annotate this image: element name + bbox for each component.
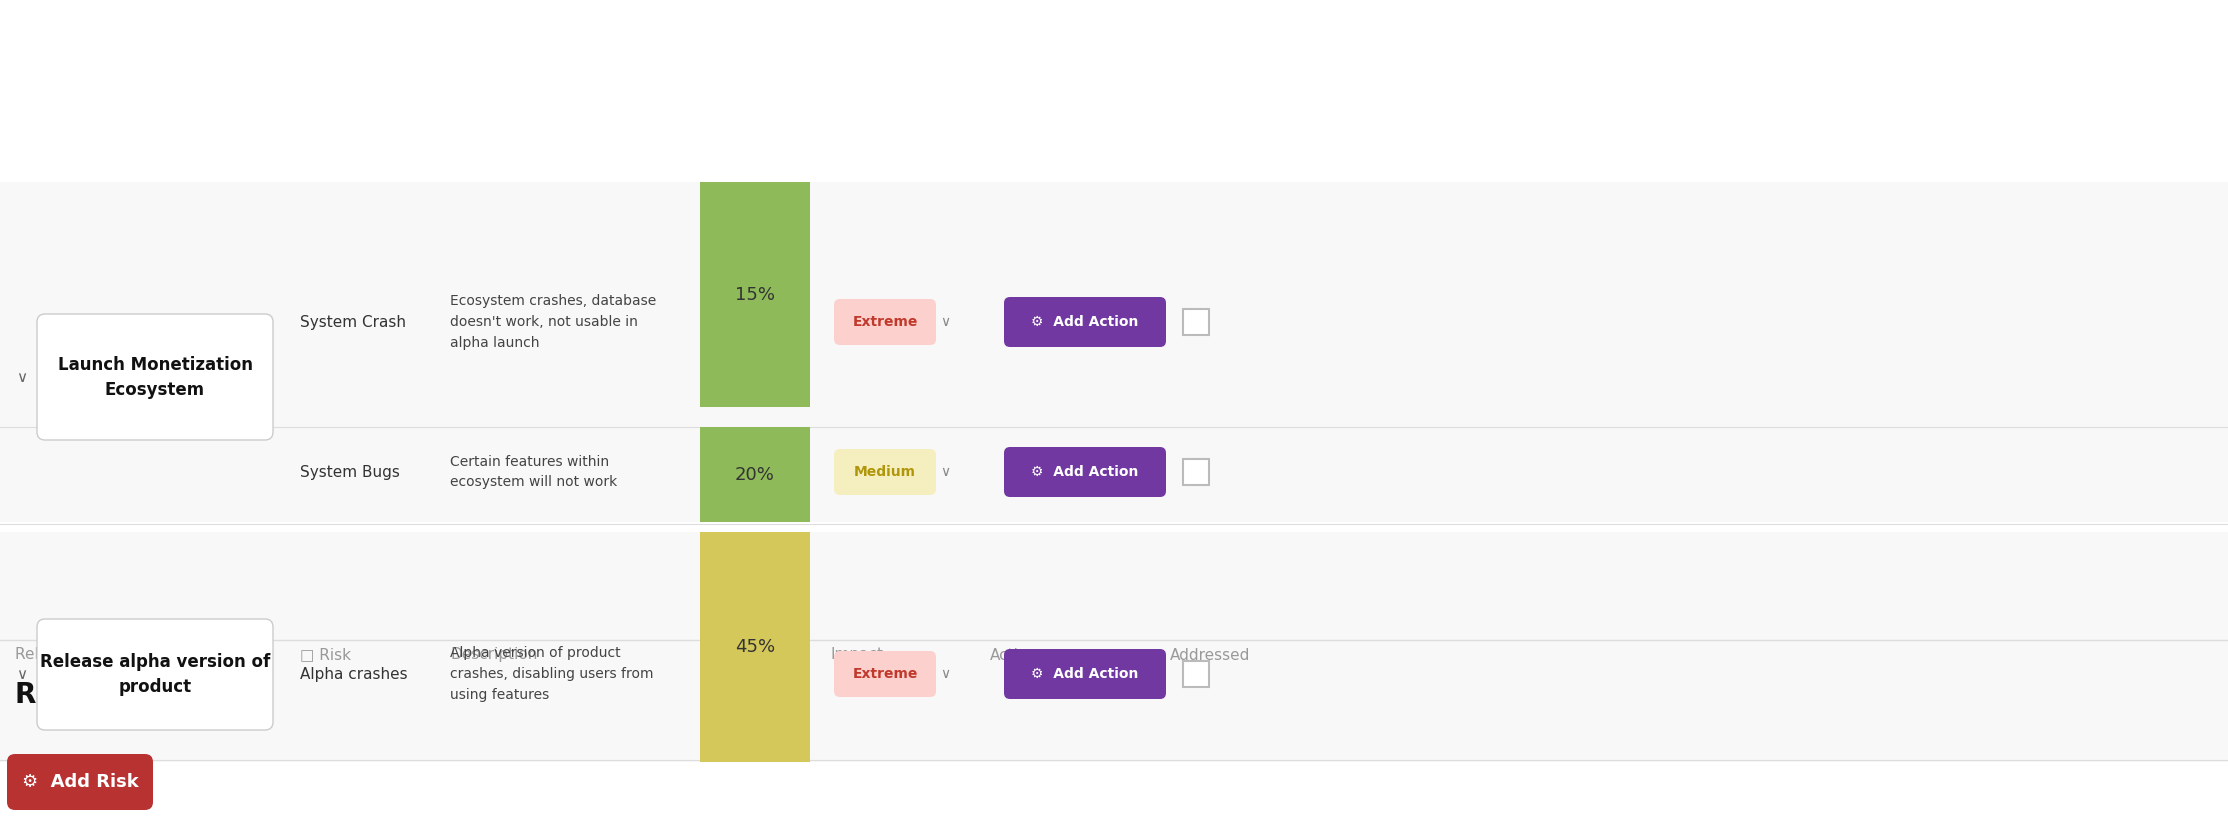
FancyBboxPatch shape — [1183, 459, 1210, 485]
Text: Addressed: Addressed — [1170, 648, 1250, 663]
Text: Alpha version of product
crashes, disabling users from
using features: Alpha version of product crashes, disabl… — [450, 646, 653, 702]
Text: Medium: Medium — [853, 465, 916, 479]
Text: ⚙  Add Risk: ⚙ Add Risk — [22, 773, 138, 791]
Bar — [0, 532, 2228, 762]
Text: Ecosystem crashes, database
doesn't work, not usable in
alpha launch: Ecosystem crashes, database doesn't work… — [450, 294, 657, 349]
Text: ∨: ∨ — [940, 465, 949, 479]
Text: System Bugs: System Bugs — [301, 464, 399, 479]
Text: ⚙  Add Action: ⚙ Add Action — [1032, 315, 1139, 329]
Text: Probability: Probability — [720, 648, 802, 663]
FancyBboxPatch shape — [1183, 661, 1210, 687]
Text: Release alpha version of
product: Release alpha version of product — [40, 653, 270, 696]
Text: 15%: 15% — [735, 285, 775, 303]
Text: ⚙  Add Action: ⚙ Add Action — [1032, 667, 1139, 681]
Text: 45%: 45% — [735, 638, 775, 656]
FancyBboxPatch shape — [833, 449, 936, 495]
FancyBboxPatch shape — [833, 651, 936, 697]
Text: ∨: ∨ — [16, 667, 27, 681]
Text: System Crash: System Crash — [301, 315, 405, 330]
Bar — [700, 427, 811, 522]
FancyBboxPatch shape — [1005, 447, 1165, 497]
FancyBboxPatch shape — [1005, 297, 1165, 347]
Text: Extreme: Extreme — [853, 315, 918, 329]
Text: ∨: ∨ — [16, 370, 27, 385]
Bar — [700, 182, 811, 407]
Text: 20%: 20% — [735, 465, 775, 483]
Text: Extreme: Extreme — [853, 667, 918, 681]
Bar — [0, 182, 2228, 522]
Text: Alpha crashes: Alpha crashes — [301, 667, 408, 681]
Text: ⚙  Add Action: ⚙ Add Action — [1032, 465, 1139, 479]
FancyBboxPatch shape — [833, 299, 936, 345]
Text: Action: Action — [989, 648, 1038, 663]
FancyBboxPatch shape — [38, 314, 274, 440]
FancyBboxPatch shape — [1183, 309, 1210, 335]
Text: □ Risk: □ Risk — [301, 648, 352, 663]
Text: Launch Monetization
Ecosystem: Launch Monetization Ecosystem — [58, 355, 252, 399]
Text: ∨: ∨ — [940, 315, 949, 329]
Bar — [700, 532, 811, 762]
Text: Description: Description — [450, 648, 537, 663]
Text: ∨: ∨ — [940, 667, 949, 681]
FancyBboxPatch shape — [7, 754, 154, 810]
Text: Risk register: Risk register — [16, 681, 216, 709]
Text: Impact: Impact — [831, 648, 882, 663]
FancyBboxPatch shape — [38, 619, 274, 730]
Text: Certain features within
ecosystem will not work: Certain features within ecosystem will n… — [450, 455, 617, 489]
Text: Related Projects: Related Projects — [16, 648, 138, 663]
FancyBboxPatch shape — [1005, 649, 1165, 699]
